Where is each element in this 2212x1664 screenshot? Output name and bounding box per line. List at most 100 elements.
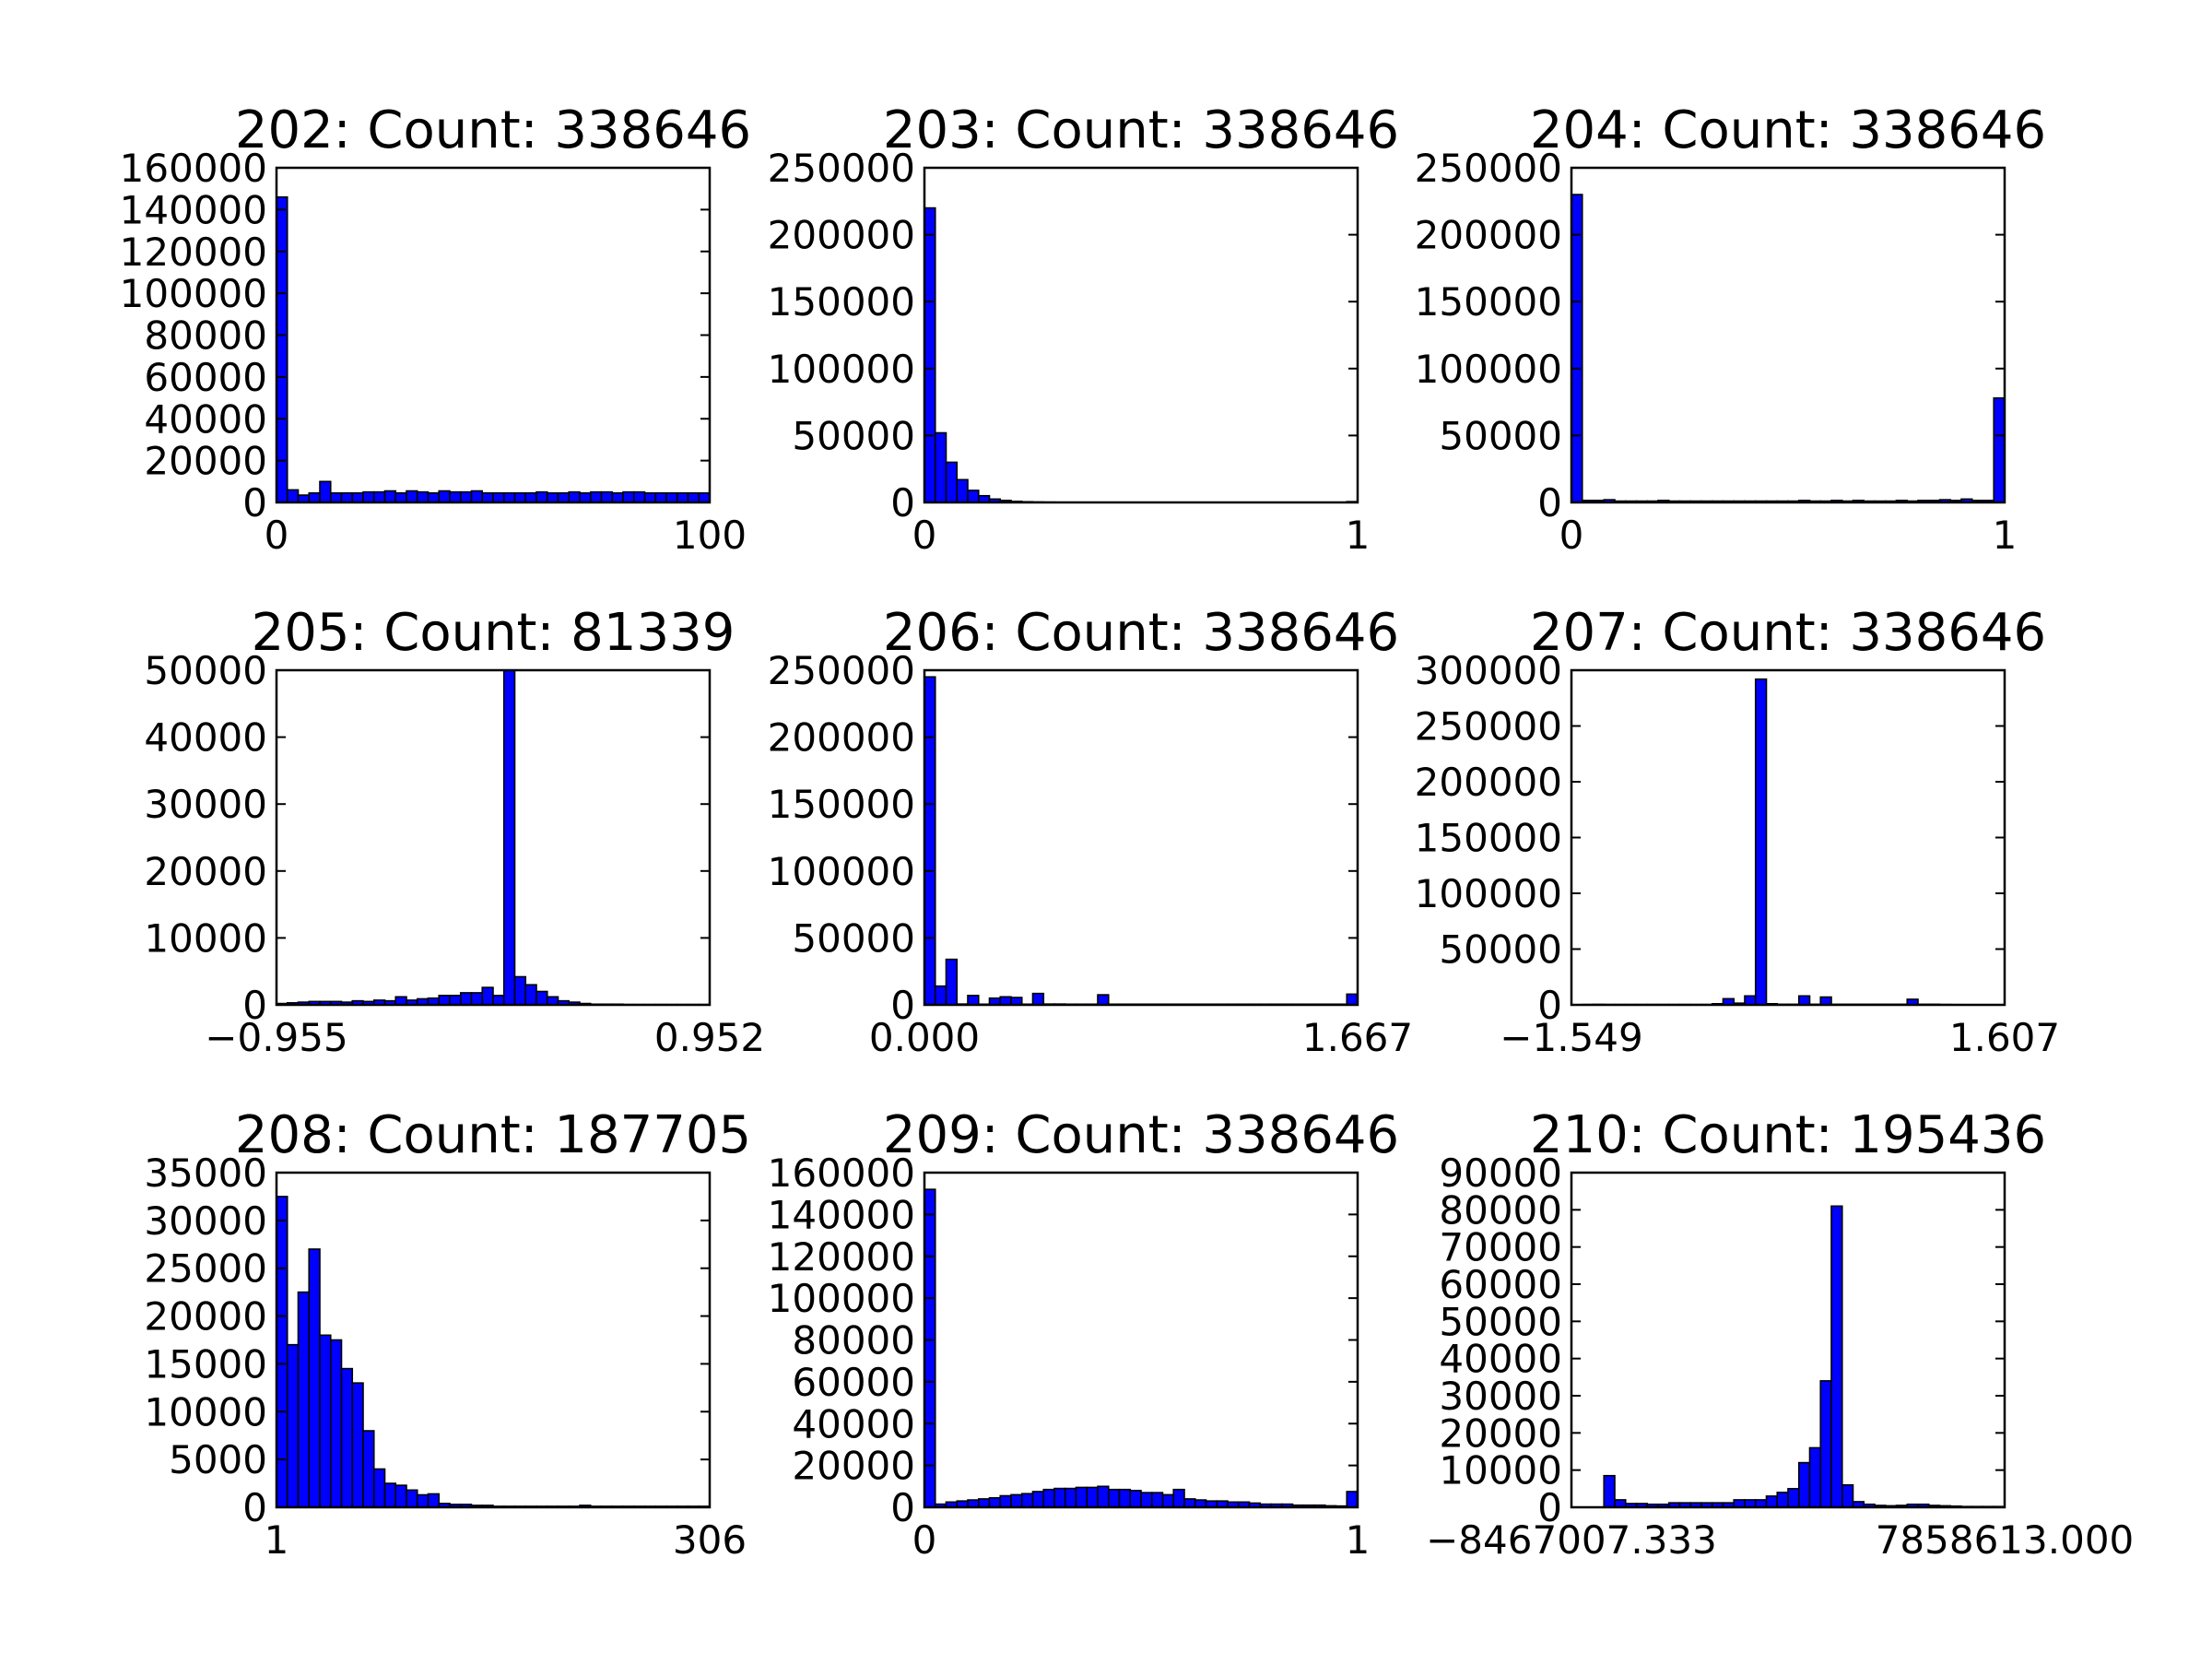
histogram-bar bbox=[1184, 1499, 1195, 1507]
x-tick-label: 7858613.000 bbox=[1876, 1517, 2135, 1563]
y-tick-label: 30000 bbox=[144, 1198, 267, 1244]
y-tick-label: 40000 bbox=[144, 715, 267, 761]
histogram-bar bbox=[331, 1340, 342, 1508]
histogram-bar bbox=[439, 491, 450, 502]
y-tick-label: 150000 bbox=[1415, 816, 1562, 861]
histogram-bar bbox=[1054, 1489, 1065, 1507]
histogram-bar bbox=[385, 491, 396, 502]
histogram-bar bbox=[288, 1345, 299, 1507]
histogram-bar bbox=[342, 1369, 353, 1507]
histogram-bar bbox=[1756, 679, 1767, 1005]
histogram-panel: 0200004000060000800001000001200001400001… bbox=[768, 1105, 1400, 1563]
y-tick-label: 50000 bbox=[1439, 413, 1562, 458]
histogram-bar bbox=[699, 493, 710, 502]
histogram-bar bbox=[1087, 1487, 1098, 1507]
histogram-bar bbox=[547, 997, 559, 1005]
histogram-bar bbox=[472, 491, 483, 502]
chart-title: 204: Count: 338646 bbox=[1530, 100, 2046, 160]
histogram-bar bbox=[493, 493, 504, 502]
x-tick-label: −0.955 bbox=[205, 1015, 347, 1060]
chart-title: 205: Count: 81339 bbox=[252, 603, 735, 663]
histogram-bar bbox=[1000, 1496, 1011, 1507]
histogram-bar bbox=[569, 492, 580, 502]
histogram-panel: 0200004000060000800001000001200001400001… bbox=[120, 100, 752, 558]
histogram-bar bbox=[493, 996, 504, 1005]
y-tick-label: 100000 bbox=[1415, 347, 1562, 392]
histogram-bar bbox=[612, 493, 623, 502]
axes-frame bbox=[276, 168, 710, 502]
histogram-bar bbox=[482, 987, 493, 1005]
histogram-bar bbox=[935, 433, 947, 503]
histogram-bar bbox=[1173, 1490, 1184, 1507]
histogram-bar bbox=[947, 462, 958, 502]
y-tick-label: 20000 bbox=[144, 1294, 267, 1339]
histogram-bar bbox=[1065, 1489, 1077, 1507]
histogram-bar bbox=[352, 1383, 363, 1507]
y-tick-label: 25000 bbox=[144, 1246, 267, 1292]
histogram-bar bbox=[418, 492, 429, 502]
chart-title: 208: Count: 187705 bbox=[235, 1105, 751, 1165]
histogram-bar bbox=[677, 493, 688, 502]
histogram-bar bbox=[1831, 1206, 1842, 1507]
y-tick-label: 5000 bbox=[169, 1437, 267, 1482]
histogram-bar bbox=[342, 493, 353, 502]
axes-frame bbox=[924, 670, 1358, 1005]
y-tick-label: 50000 bbox=[144, 648, 267, 693]
x-tick-label: 0 bbox=[1559, 513, 1584, 558]
x-tick-label: 0 bbox=[912, 513, 937, 558]
axes-frame bbox=[276, 670, 710, 1005]
histogram-bar bbox=[363, 492, 374, 502]
axes-frame bbox=[924, 1173, 1358, 1507]
y-tick-label: 150000 bbox=[768, 279, 915, 325]
y-tick-label: 60000 bbox=[144, 355, 267, 400]
histogram-bar bbox=[924, 677, 935, 1005]
histogram-bar bbox=[591, 492, 602, 502]
histogram-bar bbox=[1022, 1493, 1033, 1507]
histogram-bar bbox=[374, 492, 385, 502]
histogram-bar bbox=[352, 493, 363, 502]
histogram-bar bbox=[935, 986, 947, 1005]
y-tick-label: 50000 bbox=[792, 915, 915, 961]
x-tick-label: 1.607 bbox=[1949, 1015, 2060, 1060]
histogram-bar bbox=[1098, 995, 1109, 1005]
histogram-bar bbox=[1152, 1493, 1163, 1507]
y-tick-label: 80000 bbox=[144, 313, 267, 359]
histogram-bar bbox=[482, 493, 493, 502]
histogram-bar bbox=[395, 1485, 406, 1507]
x-tick-label: 1 bbox=[1993, 513, 2018, 558]
histogram-bar bbox=[655, 493, 666, 502]
histogram-bar bbox=[1141, 1493, 1152, 1507]
y-tick-label: 40000 bbox=[144, 396, 267, 442]
histogram-bar bbox=[924, 1189, 935, 1507]
x-tick-label: 0 bbox=[265, 513, 289, 558]
histogram-bar bbox=[363, 1431, 374, 1507]
histogram-bar bbox=[547, 493, 559, 502]
axes-frame bbox=[1571, 1173, 2005, 1507]
histogram-bar bbox=[472, 993, 483, 1005]
y-tick-label: 100000 bbox=[768, 849, 915, 894]
histogram-bar bbox=[1033, 1492, 1044, 1507]
y-tick-label: 100000 bbox=[768, 347, 915, 392]
histogram-bar bbox=[504, 670, 515, 1005]
histogram-bar bbox=[395, 997, 406, 1005]
y-tick-label: 30000 bbox=[144, 782, 267, 827]
histogram-bar bbox=[1820, 997, 1831, 1005]
chart-title: 210: Count: 195436 bbox=[1530, 1105, 2046, 1165]
histogram-bar bbox=[1604, 1476, 1615, 1507]
axes-frame bbox=[1571, 670, 2005, 1005]
histogram-bar bbox=[1745, 996, 1756, 1005]
histogram-bar bbox=[968, 996, 979, 1005]
y-tick-label: 40000 bbox=[792, 1401, 915, 1446]
histogram-bar bbox=[979, 1499, 990, 1507]
histogram-bar bbox=[634, 492, 645, 502]
histogram-bar bbox=[1777, 1493, 1788, 1507]
histogram-bar bbox=[309, 1249, 320, 1507]
histogram-bar bbox=[947, 960, 958, 1005]
histogram-bar bbox=[439, 996, 450, 1005]
axes-frame bbox=[924, 168, 1358, 502]
chart-title: 209: Count: 338646 bbox=[883, 1105, 1399, 1165]
y-tick-label: 120000 bbox=[120, 230, 267, 275]
y-tick-label: 10000 bbox=[144, 915, 267, 961]
